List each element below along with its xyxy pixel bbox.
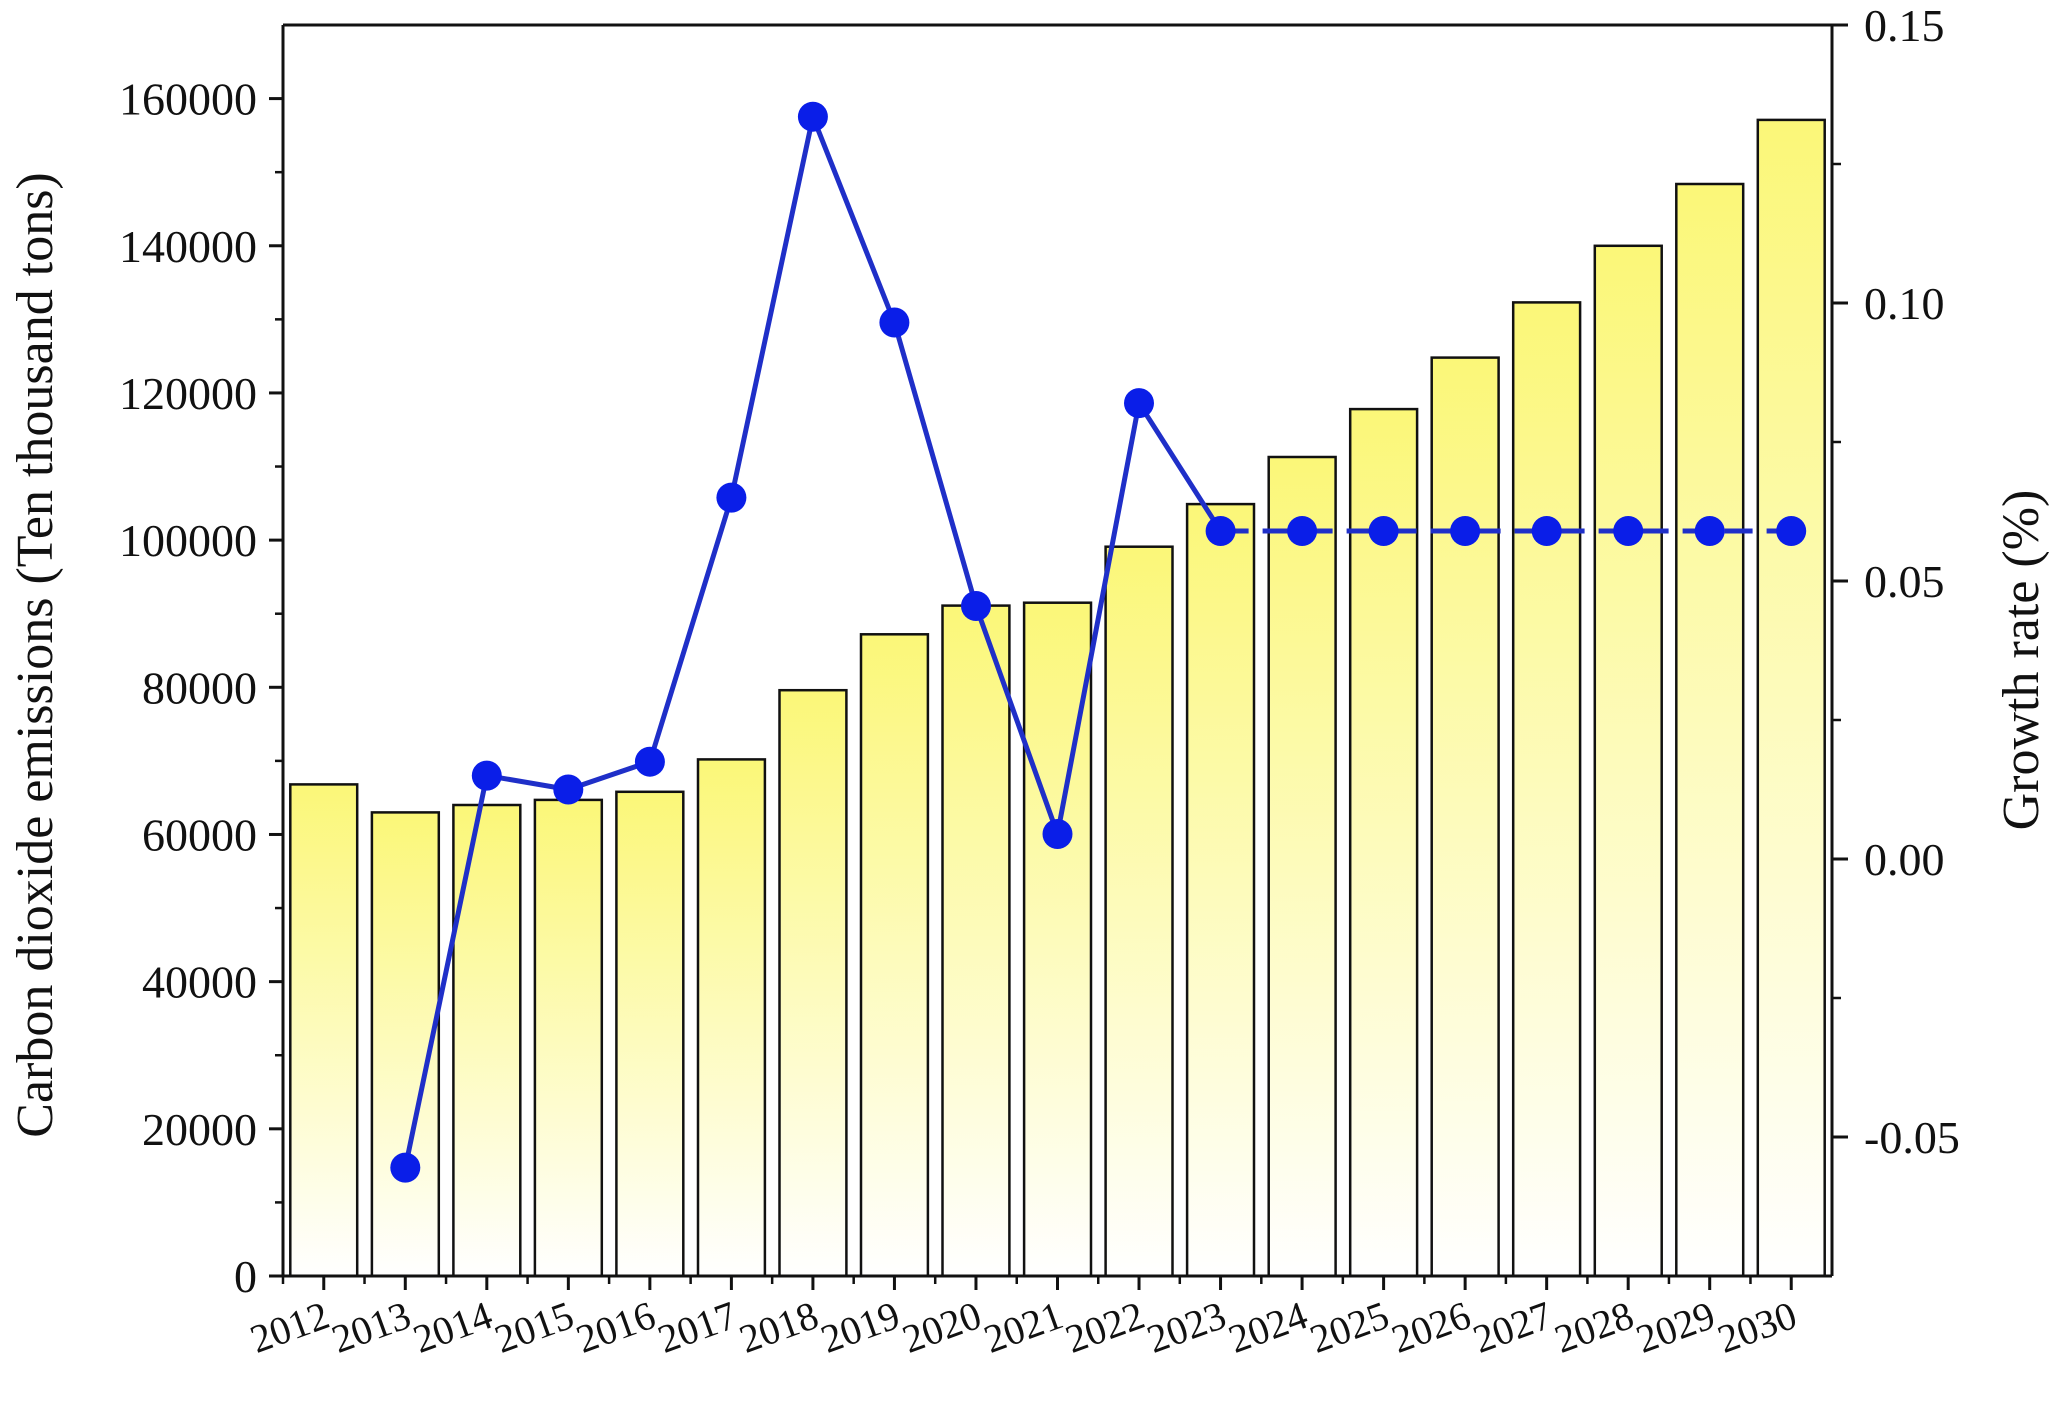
right-tick-label-0: -0.05 <box>1864 1112 1960 1163</box>
right-tick-label-4: 0.15 <box>1864 0 1945 51</box>
bar-2019 <box>859 633 930 1278</box>
left-tick-label-0: 0 <box>234 1251 257 1302</box>
x-tick-label-2026: 2026 <box>1386 1292 1477 1362</box>
x-tick-label-2013: 2013 <box>326 1292 417 1362</box>
right-tick-label-2: 0.05 <box>1864 556 1945 607</box>
growth-point-2022 <box>1124 388 1154 419</box>
growth-point-2015 <box>553 774 584 805</box>
right-tick-label-3: 0.10 <box>1864 278 1945 329</box>
growth-point-2023 <box>1205 516 1236 546</box>
left-tick-label-120000: 120000 <box>119 368 257 419</box>
bar-2029 <box>1675 182 1745 1278</box>
growth-point-2020 <box>961 591 991 621</box>
left-tick-label-140000: 140000 <box>119 221 257 272</box>
bar-2017 <box>696 758 767 1278</box>
bar-2013 <box>370 811 441 1278</box>
x-tick-label-2027: 2027 <box>1467 1292 1558 1362</box>
x-tick-label-2021: 2021 <box>978 1292 1069 1362</box>
left-tick-label-20000: 20000 <box>142 1104 257 1155</box>
bar-2022 <box>1104 545 1174 1278</box>
bar-2012 <box>289 783 359 1278</box>
bar-2016 <box>615 790 685 1278</box>
x-tick-label-2014: 2014 <box>407 1292 498 1362</box>
x-tick-label-2015: 2015 <box>489 1292 580 1362</box>
bar-2015 <box>533 798 604 1278</box>
right-axis-title: Growth rate (%) <box>1993 490 2050 831</box>
growth-point-2029 <box>1694 516 1725 546</box>
bar-2030 <box>1756 118 1826 1278</box>
bar-2026 <box>1430 356 1500 1278</box>
x-tick-label-2019: 2019 <box>815 1292 906 1362</box>
growth-line-layer <box>390 101 1807 1183</box>
bar-2024 <box>1267 455 1337 1278</box>
bar-2014 <box>452 803 522 1278</box>
right-tick-label-1: 0.00 <box>1864 834 1945 885</box>
left-tick-label-40000: 40000 <box>142 957 257 1008</box>
bar-2027 <box>1511 301 1582 1278</box>
growth-point-2025 <box>1368 516 1399 546</box>
x-tick-label-2016: 2016 <box>570 1292 661 1362</box>
growth-point-2028 <box>1613 516 1644 546</box>
x-tick-label-2012: 2012 <box>244 1292 335 1362</box>
growth-point-2014 <box>471 760 502 791</box>
x-tick-label-2018: 2018 <box>733 1292 824 1362</box>
growth-point-2030 <box>1776 516 1807 546</box>
left-tick-label-100000: 100000 <box>119 515 257 566</box>
growth-point-2024 <box>1287 516 1318 546</box>
x-tick-label-2020: 2020 <box>896 1292 987 1362</box>
x-tick-label-2029: 2029 <box>1630 1292 1721 1362</box>
left-tick-label-160000: 160000 <box>119 74 257 125</box>
bar-2020 <box>941 604 1011 1278</box>
x-tick-label-2028: 2028 <box>1549 1292 1640 1362</box>
x-tick-label-2024: 2024 <box>1223 1292 1314 1362</box>
bar-2025 <box>1348 407 1419 1278</box>
growth-point-2018 <box>797 101 828 132</box>
x-tick-label-2030: 2030 <box>1712 1292 1803 1362</box>
left-axis-title: Carbon dioxide emissions (Ten thousand t… <box>7 172 64 1137</box>
growth-point-2027 <box>1531 516 1562 546</box>
bar-2023 <box>1185 502 1256 1278</box>
bar-2018 <box>778 688 848 1278</box>
growth-point-2021 <box>1042 819 1073 849</box>
bars-layer <box>289 118 1826 1278</box>
growth-point-2016 <box>634 746 665 777</box>
growth-point-2026 <box>1450 516 1481 546</box>
growth-point-2013 <box>390 1152 421 1183</box>
left-tick-label-80000: 80000 <box>142 662 257 713</box>
bar-2028 <box>1593 244 1663 1278</box>
x-tick-label-2025: 2025 <box>1304 1292 1395 1362</box>
x-tick-label-2017: 2017 <box>652 1292 743 1362</box>
x-tick-label-2022: 2022 <box>1060 1292 1151 1362</box>
growth-point-2017 <box>716 482 747 513</box>
x-tick-label-2023: 2023 <box>1141 1292 1232 1362</box>
left-tick-label-60000: 60000 <box>142 809 257 860</box>
growth-point-2019 <box>879 307 910 338</box>
